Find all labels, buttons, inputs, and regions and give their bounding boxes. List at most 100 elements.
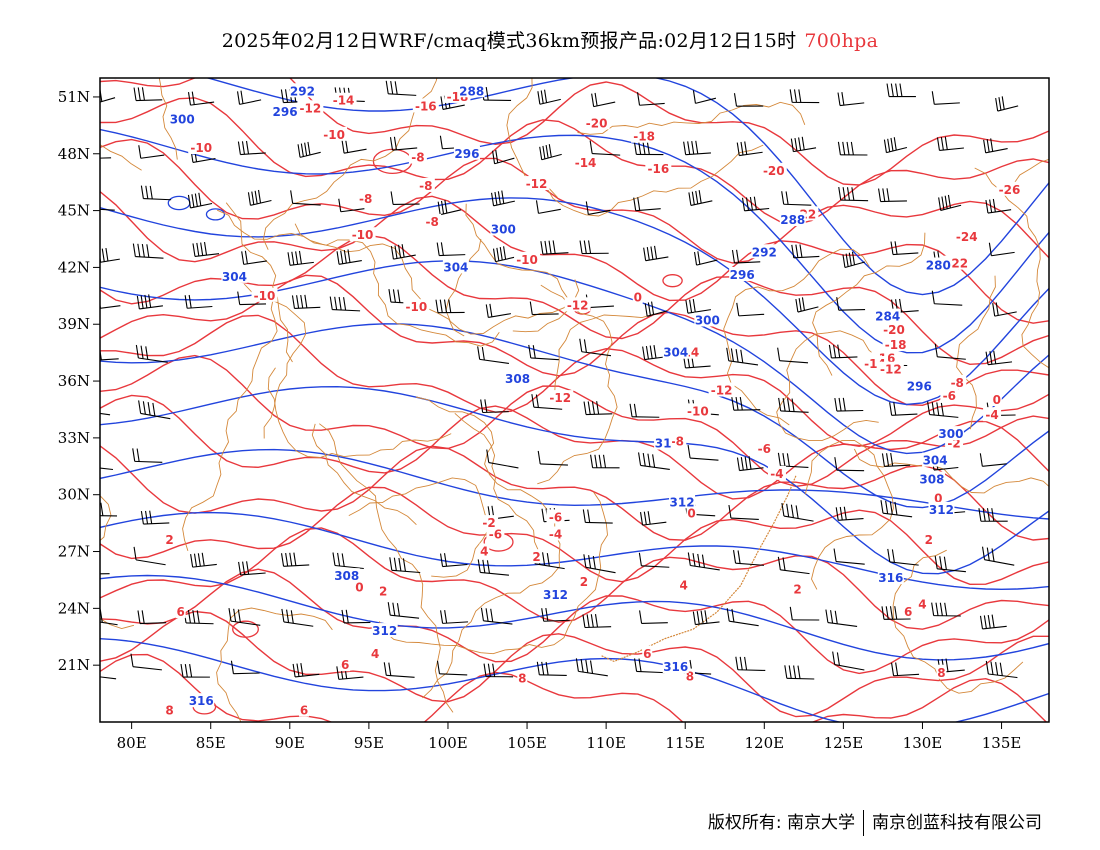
label-bg	[940, 388, 959, 403]
wind-barb-feather	[837, 92, 841, 106]
wind-barb-feather	[602, 454, 607, 468]
wind-barb-feather	[280, 89, 284, 103]
wind-barb-feather	[503, 246, 507, 260]
wind-barb-feather	[539, 146, 543, 160]
label-bg	[751, 244, 778, 259]
wind-barb-feather	[300, 143, 304, 157]
wind-barb-feather	[341, 140, 345, 154]
label-bg	[504, 371, 531, 386]
height-label: 280	[926, 259, 951, 273]
wind-barb-feather	[798, 137, 802, 151]
height-label: 308	[334, 569, 359, 583]
height-label: 300	[695, 313, 720, 327]
label-bg	[906, 378, 933, 393]
wind-barb-staff	[838, 518, 864, 521]
wind-barb-feather	[643, 511, 647, 525]
wind-barb-feather	[985, 660, 989, 675]
wind-barb-feather	[528, 344, 532, 359]
wind-barb-feather	[389, 557, 393, 571]
label-bg	[330, 92, 357, 107]
wind-barb-staff	[190, 101, 215, 106]
wind-barb-feather	[187, 92, 192, 106]
wind-barb-feather	[941, 196, 945, 210]
wind-barb-feather	[945, 658, 949, 672]
label-bg	[642, 645, 653, 660]
wind-barb-staff	[388, 93, 417, 96]
wind-barb-feather	[739, 396, 743, 411]
wind-barb-feather	[646, 141, 650, 155]
label-bg	[547, 390, 574, 405]
lat-tick-label: 30N	[58, 486, 90, 504]
lon-tick-label: 115E	[665, 734, 705, 752]
wind-barb-feather	[304, 142, 308, 156]
province-border	[525, 144, 764, 217]
wind-barb-staff	[937, 568, 966, 573]
province-border	[577, 101, 806, 135]
temperature-label: 0	[634, 291, 642, 305]
wind-barb-feather	[683, 141, 687, 155]
wind-barb-feather	[790, 504, 794, 518]
wind-barb-feather	[287, 252, 291, 266]
temperature-label: -12	[549, 391, 571, 405]
wind-barb-feather	[587, 401, 591, 415]
copyright-text: 版权所有: 南京大学	[707, 813, 855, 833]
temperature-label: -6	[758, 442, 771, 456]
wind-barb-feather	[285, 552, 289, 567]
wind-barb-feather	[726, 347, 730, 361]
wind-barb-staff	[135, 255, 164, 259]
wind-barb-feather	[744, 456, 748, 470]
temperature-label: 8	[165, 704, 173, 718]
wind-barb-staff	[929, 414, 959, 418]
wind-barb-staff	[532, 313, 559, 316]
temperature-label: -8	[419, 179, 432, 193]
wind-barb-staff	[635, 208, 661, 212]
height-label: 300	[491, 223, 516, 237]
wind-barb-staff	[391, 569, 421, 574]
wind-barb-staff	[836, 409, 864, 412]
axis-ticks: 80E 85E 90E 95E 100E 105E 110E 115E 120E 125E 130E…	[58, 88, 1022, 752]
temperature-label: -10	[352, 228, 374, 242]
height-label: 312	[543, 588, 568, 602]
wind-barb-feather	[777, 452, 781, 466]
wind-barb-feather	[731, 608, 735, 622]
wind-barb-staff	[194, 253, 220, 257]
temperature-isotherm	[100, 78, 1049, 186]
wind-barb-feather	[180, 664, 184, 678]
label-bg	[289, 83, 316, 98]
label-bg	[874, 308, 901, 323]
wind-barb-feather	[237, 141, 241, 155]
wind-barb-feather	[304, 294, 308, 308]
wind-barb-feather	[392, 602, 396, 616]
wind-barb-feather	[141, 610, 145, 624]
label-bg	[708, 382, 735, 397]
wind-barb-feather	[394, 245, 398, 259]
wind-barb-feather	[793, 665, 797, 679]
wind-barb-feather	[340, 250, 344, 264]
wind-barb-feather	[544, 89, 548, 103]
wind-barb-staff	[893, 673, 920, 677]
coastline	[601, 475, 797, 663]
wind-barb-feather	[982, 508, 986, 522]
wind-barb-feather	[545, 608, 549, 622]
temperature-label: -10	[687, 404, 709, 418]
wind-barb-feather	[594, 454, 598, 468]
label-bg	[408, 149, 427, 164]
wind-barb-feather	[241, 251, 245, 265]
wind-barb-feather	[591, 401, 595, 415]
label-bg	[936, 664, 947, 679]
lon-tick-label: 135E	[982, 734, 1022, 752]
label-bg	[953, 229, 980, 244]
label-bg	[877, 361, 904, 376]
temperature-label: -10	[516, 253, 538, 267]
height-label: 304	[923, 454, 948, 468]
height-loop	[205, 208, 226, 221]
wind-barb-feather	[484, 399, 488, 413]
wind-barb-feather	[485, 87, 489, 101]
height-label: 316	[878, 571, 903, 585]
wind-barb-feather	[289, 552, 293, 566]
wind-barb-feather	[651, 301, 655, 315]
height-label: 312	[372, 624, 397, 638]
wind-barb-feather	[890, 83, 894, 97]
wind-barb-staff	[100, 157, 112, 159]
wind-barb-feather	[492, 150, 496, 164]
